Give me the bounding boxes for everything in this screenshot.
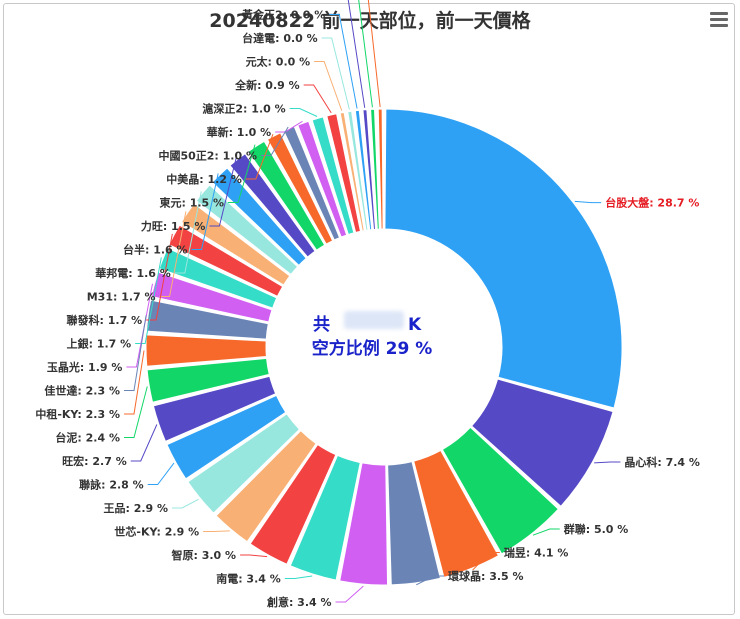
center-total-prefix: 共 (313, 315, 330, 335)
slice-士電[interactable] (370, 108, 380, 230)
data-label-力旺: 力旺: 1.5 % (141, 219, 206, 233)
data-label-旺宏: 旺宏: 2.7 % (62, 454, 127, 468)
slice-元太[interactable] (339, 111, 365, 232)
slice-上銀[interactable] (158, 247, 278, 309)
slice-台泥[interactable] (146, 357, 270, 403)
data-label-中美晶: 中美晶: 1.2 % (166, 172, 242, 186)
slice-聯詠[interactable] (166, 394, 287, 480)
data-label-智原: 智原: 3.0 % (171, 548, 236, 562)
leader-line-台半 (191, 173, 219, 250)
masked-total-value (344, 311, 404, 329)
slice-旺宏[interactable] (152, 375, 277, 442)
data-label-中國50正2: 中國50正2: 1.0 % (158, 149, 257, 163)
slice-黃金正2[interactable] (354, 109, 373, 231)
data-label-佳世達: 佳世達: 2.3 % (44, 384, 120, 398)
slice-台股大盤[interactable] (384, 108, 623, 409)
data-label-聯發科: 聯發科: 1.7 % (67, 313, 143, 327)
leader-line-世芯-KY (203, 530, 230, 532)
slice-晶心科[interactable] (471, 378, 614, 507)
data-label-華邦電: 華邦電: 1.6 % (95, 266, 171, 280)
data-label-晶心科: 晶心科: 7.4 % (624, 455, 700, 469)
leader-line-長榮 (347, 0, 366, 108)
leader-line-台泥 (124, 386, 148, 438)
leader-line-滬深正2 (289, 108, 318, 117)
leader-line-環球晶 (416, 575, 444, 586)
leader-line-聯詠 (147, 462, 175, 485)
data-label-聯詠: 聯詠: 2.8 % (79, 478, 144, 492)
data-label-世芯-KY: 世芯-KY: 2.9 % (114, 525, 199, 539)
slice-王品[interactable] (187, 413, 300, 514)
data-label-台半: 台半: 1.6 % (123, 243, 188, 257)
data-label-台股大盤: 台股大盤: 28.7 % (605, 196, 699, 210)
slice-玉晶光[interactable] (150, 271, 273, 323)
slice-群聯[interactable] (441, 426, 559, 555)
slice-中國50正2[interactable] (283, 126, 341, 241)
leader-line-王品 (172, 498, 199, 509)
leader-line-元太 (314, 61, 343, 111)
chart-title: 20240822 前一天部位，前一天價格 (209, 10, 531, 32)
leader-line-全新 (303, 84, 332, 114)
leader-line-玉晶光 (126, 283, 153, 368)
leader-line-台股大盤 (574, 200, 602, 204)
leader-line-力旺 (209, 157, 237, 227)
leader-line-中美晶 (245, 134, 274, 180)
slice-世芯-KY[interactable] (215, 430, 317, 543)
data-label-瑞昱: 瑞昱: 4.1 % (504, 546, 569, 560)
leader-line-群聯 (532, 528, 560, 536)
data-label-南電: 南電: 3.4 % (216, 572, 281, 586)
data-label-環球晶: 環球晶: 3.5 % (448, 569, 524, 583)
data-label-滬深正2: 滬深正2: 1.0 % (202, 102, 285, 116)
slice-創意[interactable] (339, 462, 389, 586)
leader-line-士電 (358, 0, 373, 108)
center-short-ratio: 空方比例 29 % (312, 338, 433, 359)
slice-聯發科[interactable] (168, 224, 284, 297)
data-label-元太: 元太: 0.0 % (246, 55, 311, 69)
slice-台積電[interactable] (377, 108, 384, 230)
leader-line-旺宏 (130, 424, 158, 462)
leader-line-佳世達 (124, 315, 147, 391)
data-label-王品: 王品: 2.9 % (103, 502, 168, 515)
leader-line-M31 (159, 211, 187, 297)
leader-line-智原 (240, 554, 268, 558)
slice-長榮[interactable] (362, 109, 376, 230)
leader-line-台積電 (367, 0, 381, 108)
leader-line-瑞昱 (472, 552, 500, 571)
data-label-華新: 華新: 1.0 % (207, 125, 272, 139)
leader-line-華邦電 (174, 191, 202, 274)
data-label-M31: M31: 1.7 % (87, 291, 156, 304)
leader-line-創意 (335, 585, 364, 603)
slice-全新[interactable] (326, 113, 361, 233)
slice-東元[interactable] (247, 140, 326, 251)
slice-台達電[interactable] (347, 110, 369, 231)
data-label-上銀: 上銀: 1.7 % (67, 337, 132, 351)
slice-中租-KY[interactable] (145, 334, 267, 367)
slice-瑞昱[interactable] (413, 449, 499, 578)
center-total-unit: K (408, 315, 422, 335)
slice-滬深正2[interactable] (311, 116, 355, 236)
slice-智原[interactable] (249, 444, 337, 565)
leader-line-台達電 (321, 37, 350, 110)
hamburger-menu-icon[interactable] (710, 12, 728, 28)
leader-line-上銀 (135, 257, 162, 344)
slice-華新[interactable] (297, 120, 348, 238)
data-label-全新: 全新: 0.9 % (234, 78, 300, 92)
leader-line-晶心科 (594, 461, 621, 464)
slice-環球晶[interactable] (387, 461, 441, 586)
data-label-台泥: 台泥: 2.4 % (55, 431, 120, 445)
data-label-台達電: 台達電: 0.0 % (242, 31, 318, 45)
leader-line-南電 (284, 575, 313, 579)
data-label-中租-KY: 中租-KY: 2.3 % (35, 407, 120, 421)
data-label-群聯: 群聯: 5.0 % (563, 522, 629, 536)
data-label-玉晶光: 玉晶光: 1.9 % (47, 360, 123, 374)
slice-南電[interactable] (289, 454, 361, 581)
data-label-東元: 東元: 1.5 % (159, 196, 224, 210)
data-label-創意: 創意: 3.4 % (266, 595, 332, 609)
leader-line-黃金正2 (329, 14, 358, 109)
leader-line-中租-KY (124, 350, 145, 415)
leader-line-東元 (228, 144, 256, 203)
data-label-黃金正2: 黃金正2: 0.0 % (241, 8, 325, 22)
slice-佳世達[interactable] (146, 299, 269, 340)
